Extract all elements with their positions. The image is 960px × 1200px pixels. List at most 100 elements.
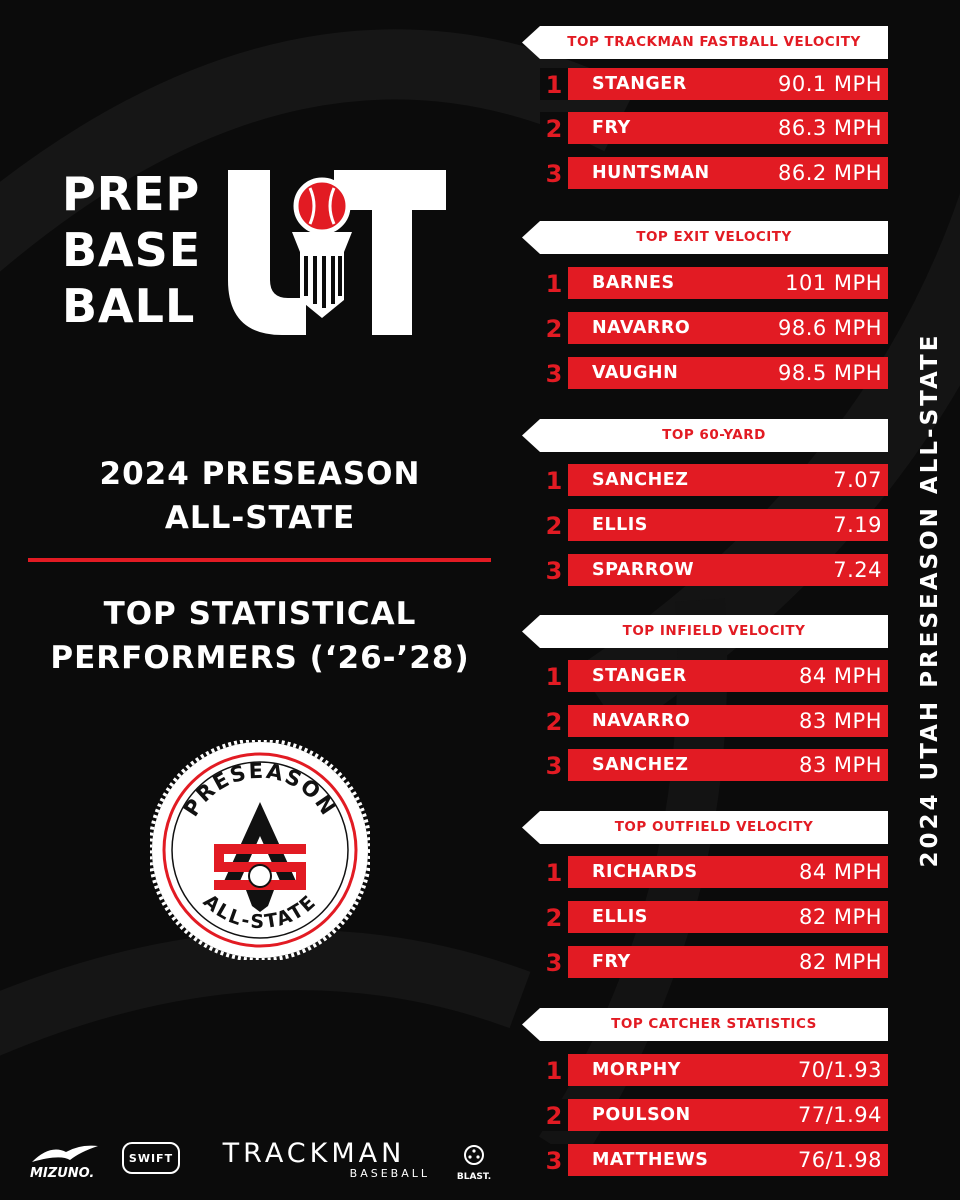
section-title: TOP TRACKMAN FASTBALL VELOCITY bbox=[567, 34, 861, 50]
section-title: TOP 60-YARD bbox=[662, 427, 766, 443]
ranking-row: 3 SPARROW 7.24 bbox=[540, 554, 888, 586]
trackman-logo: TRACKMAN BASEBALL bbox=[198, 1138, 430, 1180]
stat-value: 70/1.93 bbox=[797, 1058, 882, 1082]
rank-number: 2 bbox=[540, 509, 568, 541]
stat-value: 86.2 MPH bbox=[777, 161, 882, 185]
logo-word-ball: BALL bbox=[62, 279, 196, 333]
player-name: RICHARDS bbox=[592, 862, 698, 882]
blast-icon bbox=[464, 1145, 484, 1165]
rank-number: 2 bbox=[540, 112, 568, 144]
section-header: TOP EXIT VELOCITY bbox=[522, 221, 888, 254]
blast-text: BLAST. bbox=[456, 1172, 492, 1182]
ranking-row: 2 ELLIS 82 MPH bbox=[540, 901, 888, 933]
stat-value: 86.3 MPH bbox=[777, 116, 882, 140]
section-header-banner bbox=[522, 26, 888, 59]
player-name: FRY bbox=[592, 952, 631, 972]
section-header-banner bbox=[522, 615, 888, 648]
ranking-row: 2 NAVARRO 83 MPH bbox=[540, 705, 888, 737]
player-name: MORPHY bbox=[592, 1060, 681, 1080]
stat-value: 7.07 bbox=[833, 468, 882, 492]
stat-value: 83 MPH bbox=[799, 753, 882, 777]
ut-mark-icon bbox=[228, 170, 446, 335]
logo-word-base: BASE bbox=[62, 223, 202, 277]
prep-baseball-ut-logo: PREP BASE BALL bbox=[62, 160, 452, 340]
preseason-all-state-seal-icon: PRESEASON ALL-STATE bbox=[150, 740, 370, 960]
rank-number: 2 bbox=[540, 312, 568, 344]
section-header: TOP OUTFIELD VELOCITY bbox=[522, 811, 888, 844]
ranking-row: 1 BARNES 101 MPH bbox=[540, 267, 888, 299]
blast-logo: BLAST. bbox=[454, 1144, 494, 1182]
ranking-row: 2 ELLIS 7.19 bbox=[540, 509, 888, 541]
section-exit-velocity: TOP EXIT VELOCITY 1 BARNES 101 MPH 2 NAVARR… bbox=[522, 221, 888, 389]
headline-line: 2024 PRESEASON bbox=[99, 456, 421, 492]
ranking-row: 1 RICHARDS 84 MPH bbox=[540, 856, 888, 888]
ranking-row: 3 MATTHEWS 76/1.98 bbox=[540, 1144, 888, 1176]
player-name: NAVARRO bbox=[592, 318, 691, 338]
section-catcher-statistics: TOP CATCHER STATISTICS 1 MORPHY 70/1.93 2 P… bbox=[522, 1008, 888, 1176]
section-header-banner bbox=[522, 1008, 888, 1041]
ranking-row: 1 STANGER 90.1 MPH bbox=[540, 68, 888, 100]
rank-number: 3 bbox=[540, 357, 568, 389]
section-60-yard: TOP 60-YARD 1 SANCHEZ 7.07 2 ELLIS 7.19 3 SPA… bbox=[522, 419, 888, 586]
rank-number: 2 bbox=[540, 1099, 568, 1131]
stat-value: 90.1 MPH bbox=[777, 72, 882, 96]
player-name: ELLIS bbox=[592, 515, 648, 535]
section-title: TOP INFIELD VELOCITY bbox=[622, 623, 806, 639]
stat-value: 77/1.94 bbox=[797, 1103, 882, 1127]
section-header: TOP CATCHER STATISTICS bbox=[522, 1008, 888, 1041]
logo-word-prep: PREP bbox=[62, 167, 201, 221]
player-name: POULSON bbox=[592, 1105, 691, 1125]
player-name: SANCHEZ bbox=[592, 755, 689, 775]
rank-number: 1 bbox=[540, 68, 568, 100]
stat-value: 84 MPH bbox=[799, 664, 882, 688]
headline-line: TOP STATISTICAL bbox=[103, 596, 417, 632]
player-name: ELLIS bbox=[592, 907, 648, 927]
section-title: TOP OUTFIELD VELOCITY bbox=[614, 819, 814, 835]
ranking-row: 1 MORPHY 70/1.93 bbox=[540, 1054, 888, 1086]
trackman-subtext: BASEBALL bbox=[349, 1167, 430, 1180]
swift-logo: SWIFT bbox=[122, 1142, 180, 1174]
rank-number: 3 bbox=[540, 946, 568, 978]
section-header-banner bbox=[522, 811, 888, 844]
section-header-banner bbox=[522, 221, 888, 254]
mizuno-runbird-icon bbox=[32, 1145, 98, 1162]
section-header: TOP INFIELD VELOCITY bbox=[522, 615, 888, 648]
section-header: TOP TRACKMAN FASTBALL VELOCITY bbox=[522, 26, 888, 59]
player-name: SPARROW bbox=[592, 560, 694, 580]
player-name: MATTHEWS bbox=[592, 1150, 709, 1170]
mizuno-logo: MIZUNO. bbox=[30, 1142, 104, 1181]
player-name: HUNTSMAN bbox=[592, 163, 710, 183]
side-title-vertical: 2024 UTAH PRESEASON ALL-STATE bbox=[917, 332, 943, 868]
headline-top-performers: TOP STATISTICAL PERFORMERS (‘26-’28) bbox=[30, 592, 490, 680]
rank-number: 1 bbox=[540, 1054, 568, 1086]
rank-number: 1 bbox=[540, 464, 568, 496]
rank-number: 2 bbox=[540, 901, 568, 933]
stat-value: 83 MPH bbox=[799, 709, 882, 733]
player-name: STANGER bbox=[592, 666, 687, 686]
rank-number: 2 bbox=[540, 705, 568, 737]
rank-number: 3 bbox=[540, 1144, 568, 1176]
stat-value: 98.5 MPH bbox=[777, 361, 882, 385]
rank-number: 3 bbox=[540, 749, 568, 781]
stat-value: 7.24 bbox=[833, 558, 882, 582]
stat-value: 76/1.98 bbox=[797, 1148, 882, 1172]
player-name: STANGER bbox=[592, 74, 687, 94]
ranking-row: 1 SANCHEZ 7.07 bbox=[540, 464, 888, 496]
ranking-row: 2 POULSON 77/1.94 bbox=[540, 1099, 888, 1131]
stat-value: 82 MPH bbox=[799, 950, 882, 974]
divider bbox=[28, 558, 491, 562]
stat-value: 82 MPH bbox=[799, 905, 882, 929]
stat-value: 84 MPH bbox=[799, 860, 882, 884]
headline-line: ALL-STATE bbox=[164, 500, 356, 536]
section-outfield-velocity: TOP OUTFIELD VELOCITY 1 RICHARDS 84 MPH 2 E… bbox=[522, 811, 888, 978]
section-header-banner bbox=[522, 419, 888, 452]
sponsor-bar: MIZUNO. SWIFT TRACKMAN BASEBALL BLAST. bbox=[30, 1138, 500, 1184]
section-header: TOP 60-YARD bbox=[522, 419, 888, 452]
ranking-row: 3 SANCHEZ 83 MPH bbox=[540, 749, 888, 781]
ranking-row: 2 NAVARRO 98.6 MPH bbox=[540, 312, 888, 344]
ranking-row: 1 STANGER 84 MPH bbox=[540, 660, 888, 692]
player-name: VAUGHN bbox=[592, 363, 679, 383]
player-name: BARNES bbox=[592, 273, 675, 293]
headline-preseason: 2024 PRESEASON ALL-STATE bbox=[30, 452, 490, 540]
rank-number: 3 bbox=[540, 554, 568, 586]
